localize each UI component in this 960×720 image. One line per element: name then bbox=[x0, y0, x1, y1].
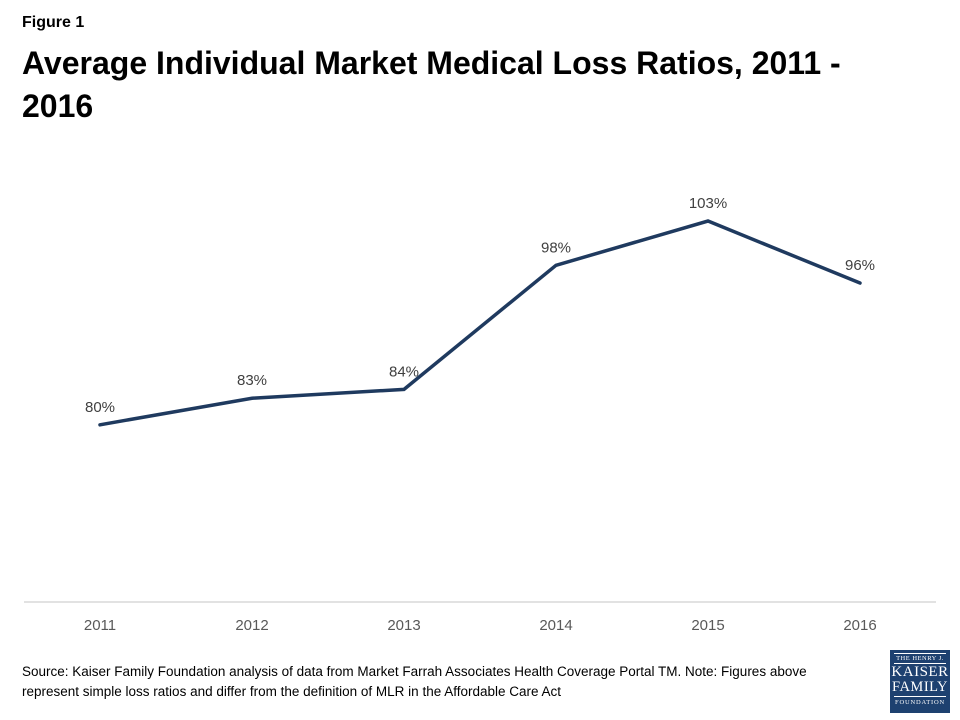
data-point-label: 96% bbox=[845, 257, 875, 274]
kff-logo-family: FAMILY bbox=[891, 679, 949, 695]
series-line bbox=[98, 219, 862, 427]
data-point-label: 98% bbox=[541, 239, 571, 256]
kff-logo: THE HENRY J. KAISER FAMILY FOUNDATION bbox=[890, 650, 950, 713]
data-point-label: 84% bbox=[389, 363, 419, 380]
kff-logo-kaiser: KAISER bbox=[891, 664, 949, 680]
kff-logo-foundation: FOUNDATION bbox=[894, 696, 946, 706]
x-tick-label: 2013 bbox=[387, 617, 420, 634]
figure-label: Figure 1 bbox=[22, 14, 85, 31]
x-tick-label: 2015 bbox=[691, 617, 724, 634]
x-tick-label: 2016 bbox=[843, 617, 876, 634]
page-title: Average Individual Market Medical Loss R… bbox=[22, 42, 841, 128]
page-title-line2: 2016 bbox=[22, 87, 94, 124]
page-title-line1: Average Individual Market Medical Loss R… bbox=[22, 45, 841, 81]
data-point-label: 83% bbox=[237, 372, 267, 389]
x-tick-label: 2011 bbox=[84, 617, 116, 634]
data-point-label: 103% bbox=[689, 195, 727, 212]
source-note: Source: Kaiser Family Foundation analysi… bbox=[22, 664, 807, 699]
kff-logo-henry-line: THE HENRY J. bbox=[894, 653, 946, 664]
data-point-label: 80% bbox=[85, 399, 115, 416]
x-tick-label: 2014 bbox=[539, 617, 572, 634]
x-tick-label: 2012 bbox=[235, 617, 268, 634]
